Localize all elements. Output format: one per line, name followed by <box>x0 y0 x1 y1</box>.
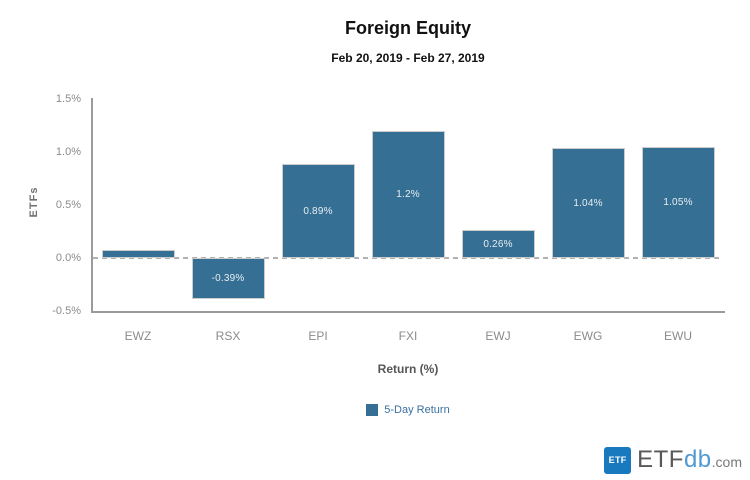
bar-epi: 0.89% <box>281 164 355 258</box>
bar-ewg: 1.04% <box>551 148 625 258</box>
bar-ewj: 0.26% <box>461 230 535 258</box>
plot-area: 1.5% 1.0% 0.5% 0.0% -0.5% -0.39% 0.89% 1.2% 0.2… <box>52 93 723 343</box>
etf-badge-icon: ETF <box>604 446 632 474</box>
etfdb-logo: ETF ETF db .com <box>604 446 742 474</box>
x-tick-label-epi: EPI <box>308 329 328 343</box>
y-tick-label: 0.5% <box>55 199 81 211</box>
bar-value-label: -0.39% <box>211 273 245 284</box>
bar-fxi: 1.2% <box>371 131 445 258</box>
x-tick-label-ewj: EWJ <box>485 329 511 343</box>
y-tick-label: -0.5% <box>52 305 81 317</box>
bar-value-label: 1.2% <box>396 189 420 200</box>
y-tick-label: 0.0% <box>55 252 81 264</box>
x-tick-label-ewg: EWG <box>573 329 603 343</box>
x-tick-label-rsx: RSX <box>215 329 241 343</box>
x-tick-label-ewu: EWU <box>664 329 692 343</box>
logo-text-etf: ETF <box>637 446 684 473</box>
legend-swatch-icon <box>366 404 379 416</box>
bar-value-label: 1.05% <box>663 197 693 208</box>
y-axis-line <box>91 98 93 313</box>
x-tick-label-fxi: FXI <box>398 329 418 343</box>
bar-ewu: 1.05% <box>641 147 715 258</box>
etfdb-wordmark: ETF db .com <box>637 446 742 474</box>
bar-ewz <box>101 250 175 258</box>
x-tick-label-ewz: EWZ <box>124 329 152 343</box>
x-axis-line <box>91 311 725 313</box>
logo-text-db: db <box>683 446 712 473</box>
chart-subtitle: Feb 20, 2019 - Feb 27, 2019 <box>331 51 485 65</box>
bar-value-label: 1.04% <box>573 197 603 209</box>
zero-gridline <box>93 257 723 259</box>
x-axis-title: Return (%) <box>377 362 439 376</box>
bar-rsx: -0.39% <box>191 258 265 299</box>
y-tick-label: 1.5% <box>55 93 81 105</box>
chart-title: Foreign Equity <box>345 18 471 38</box>
y-tick-label: 1.0% <box>55 146 81 158</box>
bar-value-label: 0.89% <box>303 205 333 217</box>
legend: 5-Day Return <box>93 404 723 416</box>
logo-text-com: .com <box>711 454 742 470</box>
bar-value-label: 0.26% <box>483 238 513 250</box>
legend-label: 5-Day Return <box>384 404 450 416</box>
